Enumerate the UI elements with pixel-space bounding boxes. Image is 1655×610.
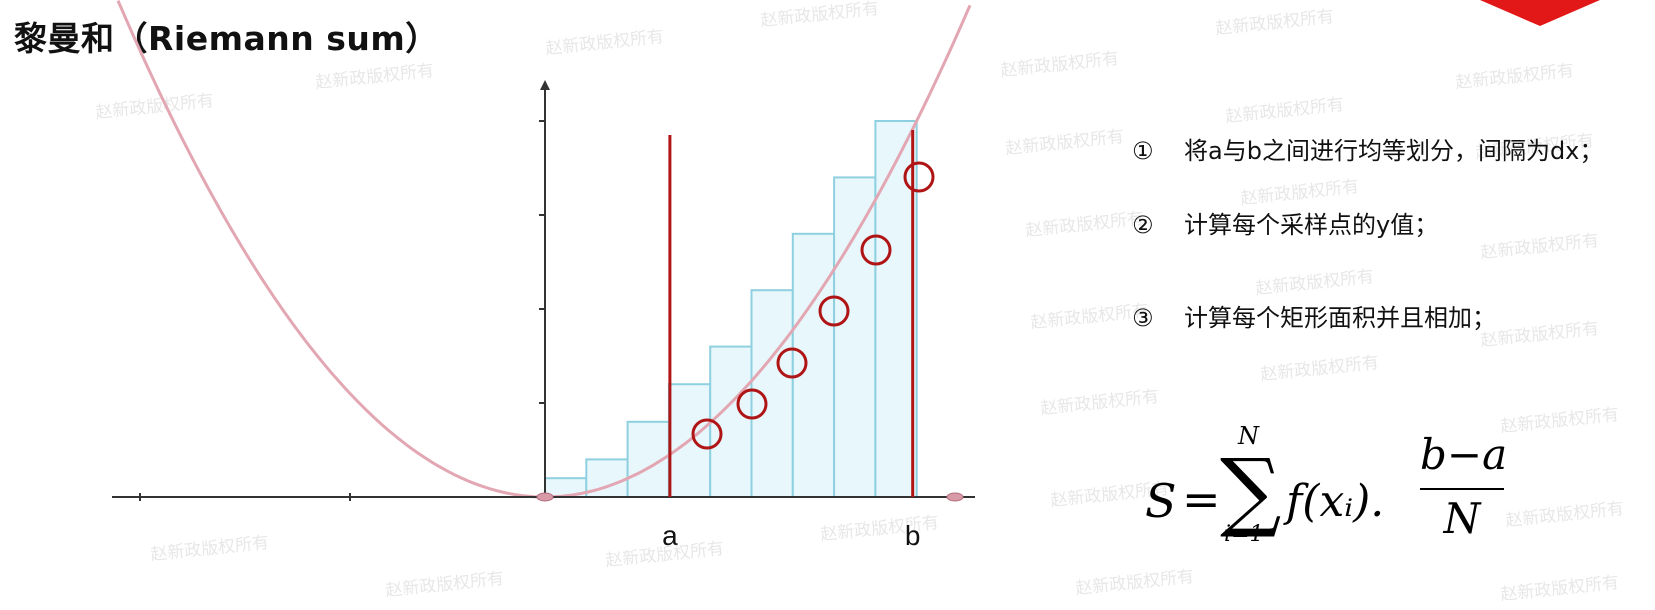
step-3: ③ 计算每个矩形面积并且相加； [1132,298,1496,333]
formula-term: f(xᵢ). [1286,476,1385,527]
y-ticks-layer [539,120,545,404]
watermark: 赵新政版权所有 [1479,318,1600,352]
riemann-bar [791,232,836,499]
watermark: 赵新政版权所有 [1004,126,1125,160]
watermark: 赵新政版权所有 [1499,404,1620,438]
corner-decoration [1480,0,1600,26]
bound-label-b: b [905,520,921,551]
formula-fraction-bar [1420,488,1504,490]
watermark: 赵新政版权所有 [1499,572,1620,606]
riemann-bar [750,289,794,499]
step-1: ① 将a与b之间进行均等划分，间隔为dx； [1132,131,1603,166]
watermark: 赵新政版权所有 [1074,566,1195,600]
watermark: 赵新政版权所有 [1254,266,1375,300]
formula-fraction: b−a N [1420,430,1508,543]
step-text: 计算每个矩形面积并且相加； [1184,304,1496,332]
watermark: 赵新政版权所有 [1039,386,1160,420]
riemann-diagram: a b [112,0,975,551]
watermark: 赵新政版权所有 [1259,352,1380,386]
riemann-bar [833,176,877,498]
y-axis-arrow [540,80,550,90]
riemann-bar [874,120,918,498]
riemann-sum-formula: S = N ∑ i=1 f(xᵢ). b−a N [1140,422,1507,560]
formula-lhs: S [1145,474,1177,528]
step-number: ② [1132,211,1154,239]
step-text: 计算每个采样点的y值； [1184,211,1439,239]
sample-point-circle [818,295,850,327]
formula-denominator: N [1443,494,1481,543]
sample-point-circle [776,347,808,379]
origin-marker [536,492,554,502]
watermark: 赵新政版权所有 [1504,498,1625,532]
bars-layer [544,120,918,499]
watermark: 赵新政版权所有 [1239,176,1360,210]
axis-end-marker [946,492,964,502]
formula-sigma: ∑ [1220,441,1282,541]
step-number: ① [1132,137,1154,165]
sample-point-circle [736,388,768,420]
step-2: ② 计算每个采样点的y值； [1132,205,1438,240]
sample-point-circle [903,161,935,193]
watermark: 赵新政版权所有 [1214,6,1335,40]
sample-point-circle [860,234,892,266]
sample-point-circle [691,418,723,450]
bound-label-a: a [662,520,678,551]
formula-equals: = [1182,472,1221,526]
step-text: 将a与b之间进行均等划分，间隔为dx； [1184,137,1604,165]
formula-lower-limit: i=1 [1224,522,1264,547]
corner-triangle [1480,0,1600,26]
page-title: 黎曼和（Riemann sum） [14,19,439,58]
watermark: 赵新政版权所有 [1454,60,1575,94]
watermark: 赵新政版权所有 [1479,230,1600,264]
formula-upper-limit: N [1238,422,1259,450]
sample-points-layer [691,161,935,450]
watermark: 赵新政版权所有 [1224,94,1345,128]
watermark: 赵新政版权所有 [999,48,1120,82]
watermark: 赵新政版权所有 [1024,208,1145,242]
step-number: ③ [1132,304,1154,332]
formula-numerator: b−a [1420,430,1508,479]
